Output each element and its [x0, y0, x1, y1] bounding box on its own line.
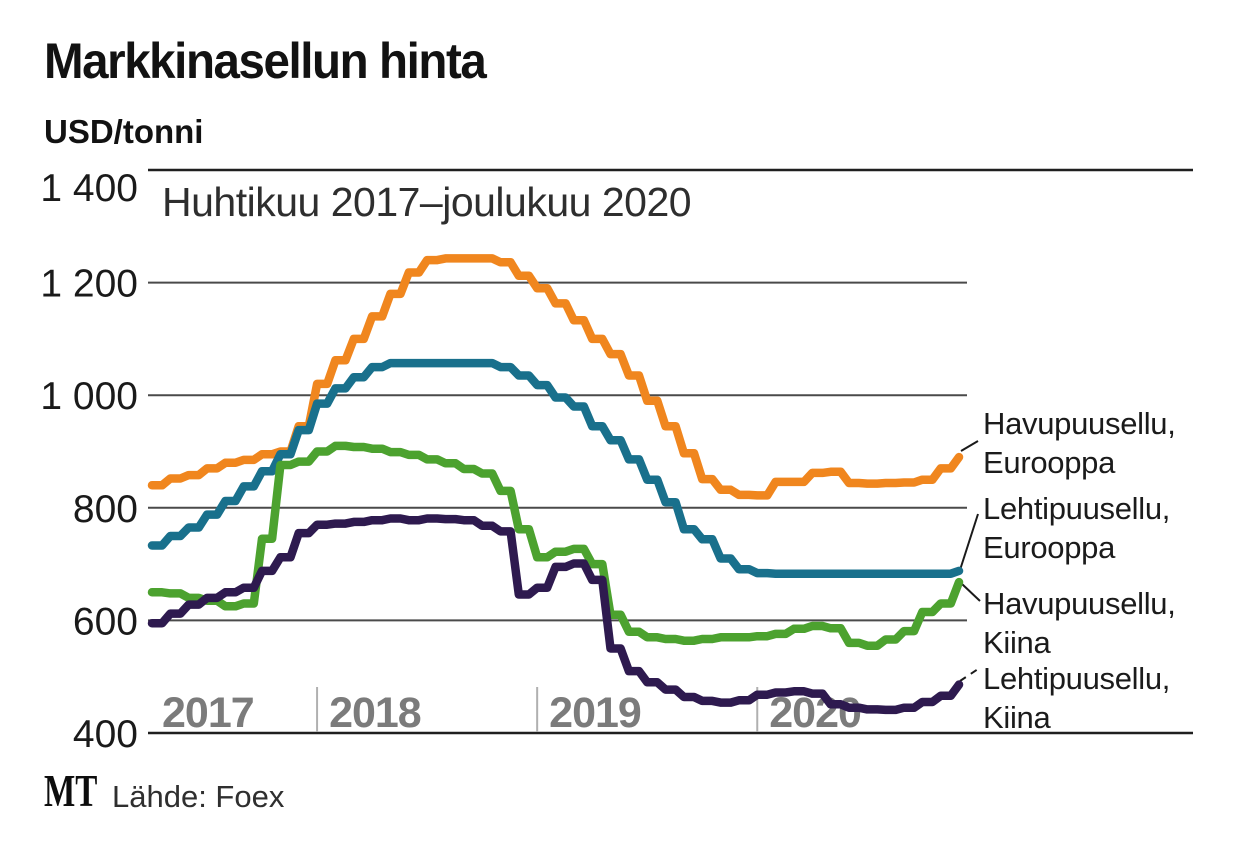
- series-line-lehtipuusellu-eurooppa: [147, 358, 964, 578]
- mt-logo: MT: [44, 765, 98, 816]
- legend-entry-label-line1: Lehtipuusellu,: [983, 661, 1171, 696]
- legend-entry-label-line2: Eurooppa: [983, 445, 1116, 480]
- y-tick-label-800: 800: [73, 488, 138, 531]
- legend-entry-label-line1: Havupuusellu,: [983, 406, 1176, 441]
- y-tick-label-400: 400: [73, 713, 138, 756]
- leader-line-havupuusellu-kiina: [961, 583, 981, 602]
- legend-entry-label-line1: Lehtipuusellu,: [983, 491, 1171, 526]
- leader-line-lehtipuusellu-eurooppa: [959, 513, 979, 571]
- legend-entry-havupuusellu-eurooppa: Havupuusellu, Eurooppa: [983, 404, 1176, 482]
- legend-entry-havupuusellu-kiina: Havupuusellu, Kiina: [983, 584, 1176, 662]
- legend-entry-label-line2: Kiina: [983, 625, 1051, 660]
- chart-title: Markkinasellun hinta: [44, 33, 487, 89]
- y-axis-unit-label: USD/tonni: [44, 113, 204, 150]
- legend-entry-label-line2: Kiina: [983, 700, 1051, 735]
- chart-subtitle: Huhtikuu 2017–joulukuu 2020: [162, 179, 692, 225]
- y-tick-label-600: 600: [73, 600, 138, 643]
- series-line-havupuusellu-kiina: [147, 441, 964, 650]
- leader-line-lehtipuusellu-kiina: [959, 668, 979, 682]
- source-text: Lähde: Foex: [112, 779, 285, 814]
- legend-entry-label-line2: Eurooppa: [983, 530, 1116, 565]
- series-line-lehtipuusellu-kiina: [147, 514, 964, 715]
- legend-entry-lehtipuusellu-kiina: Lehtipuusellu, Kiina: [983, 659, 1170, 737]
- y-tick-label-1200: 1 200: [40, 263, 138, 306]
- year-label-2019: 2019: [549, 689, 641, 737]
- y-tick-label-1400: 1 400: [40, 167, 138, 210]
- year-label-2017: 2017: [162, 689, 254, 737]
- y-tick-label-1000: 1 000: [40, 375, 138, 418]
- leader-line-havupuusellu-eurooppa: [960, 440, 979, 452]
- legend-entry-label-line1: Havupuusellu,: [983, 586, 1176, 621]
- legend-entry-lehtipuusellu-eurooppa: Lehtipuusellu, Eurooppa: [983, 489, 1170, 567]
- year-label-2018: 2018: [329, 689, 421, 737]
